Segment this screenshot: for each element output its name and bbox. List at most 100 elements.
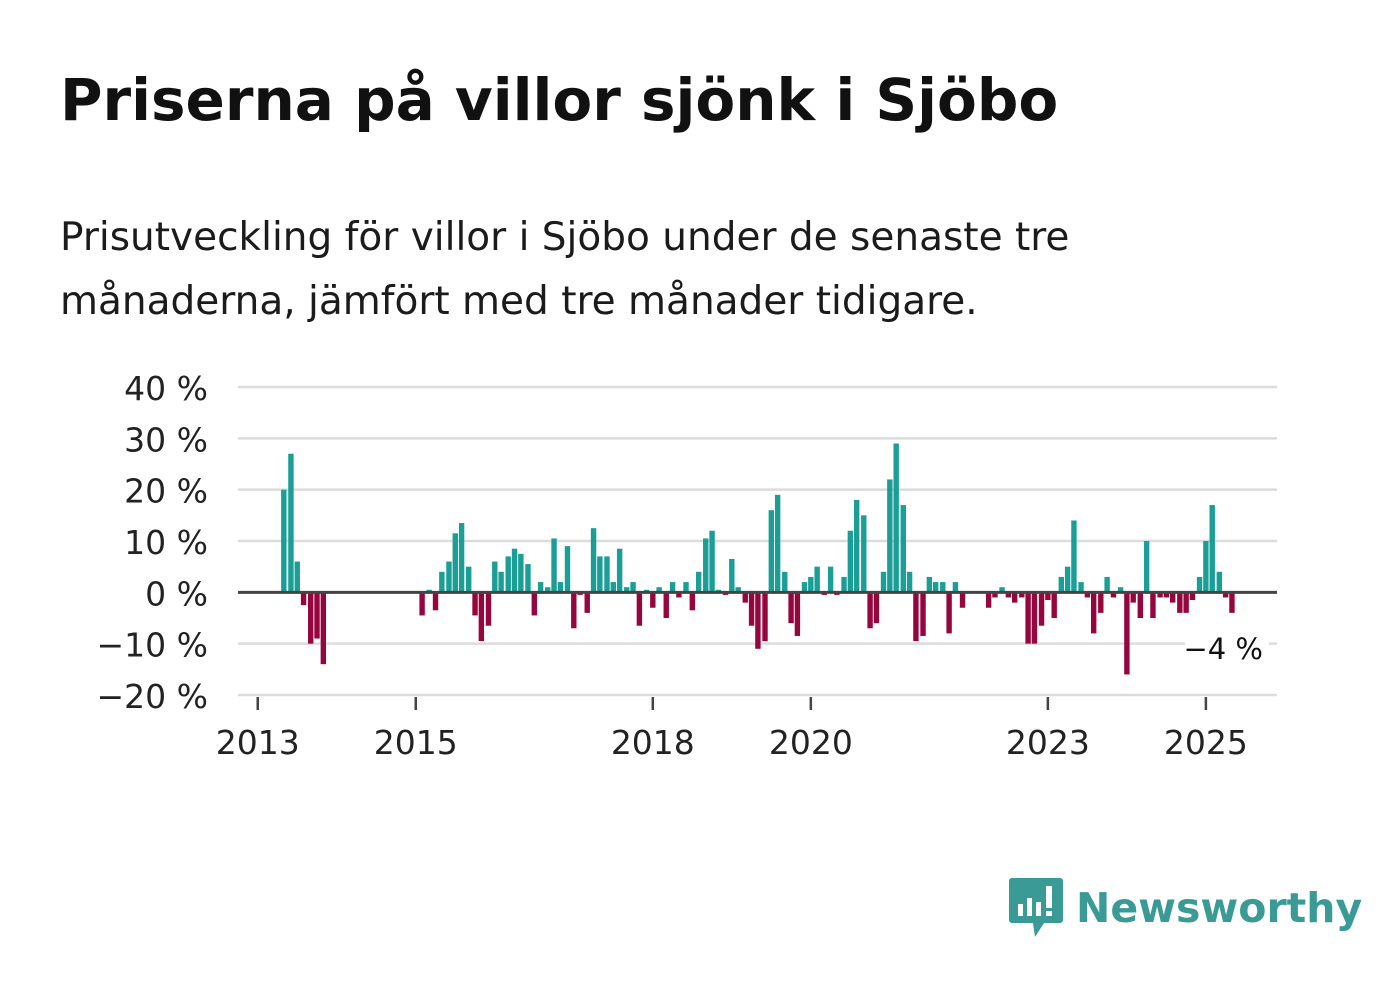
data-bar <box>959 592 966 608</box>
data-bar <box>656 587 662 593</box>
data-bar <box>689 592 696 611</box>
data-bar <box>847 530 854 593</box>
data-bar <box>478 592 485 642</box>
data-bar <box>1137 592 1144 618</box>
data-bar <box>288 453 294 593</box>
data-bar <box>867 592 873 629</box>
data-bar <box>1163 592 1170 598</box>
data-bar <box>900 505 906 593</box>
data-bar <box>946 592 952 634</box>
data-bar <box>794 592 801 636</box>
data-bar <box>703 538 709 593</box>
data-bar <box>827 566 834 593</box>
data-bar <box>597 556 603 593</box>
data-bar <box>1045 592 1051 601</box>
data-bar <box>624 587 630 593</box>
data-bar <box>782 571 788 593</box>
data-bar <box>314 592 320 639</box>
data-bar <box>518 553 524 593</box>
data-bar <box>920 592 926 636</box>
y-tick-label: 30 % <box>124 420 208 459</box>
data-bar <box>590 528 597 593</box>
data-bar <box>466 566 472 593</box>
data-bar <box>1084 592 1091 598</box>
data-bar <box>320 592 327 665</box>
data-bar <box>893 443 899 593</box>
data-bar <box>610 582 616 593</box>
data-bar <box>1203 541 1209 593</box>
data-bar <box>452 533 458 593</box>
data-bar <box>545 587 551 593</box>
data-bar <box>940 582 946 593</box>
x-tick-label: 2023 <box>1006 723 1090 762</box>
data-bar <box>525 564 531 593</box>
data-bar <box>1011 592 1018 603</box>
data-bar <box>281 489 287 593</box>
data-bar <box>1071 520 1077 593</box>
data-bar <box>774 494 781 593</box>
data-bar <box>650 592 656 608</box>
data-bar <box>1090 592 1097 634</box>
bar-chart-speech-bubble-icon <box>1009 878 1063 937</box>
data-bar <box>432 592 439 611</box>
data-bar <box>1110 592 1117 598</box>
data-bar <box>1078 582 1084 593</box>
data-bar <box>814 566 820 593</box>
data-bar <box>1104 576 1110 593</box>
data-bar <box>557 582 564 593</box>
data-bar <box>551 538 557 593</box>
data-bar <box>472 592 478 616</box>
last-value-label: −4 % <box>1183 632 1263 666</box>
data-bar <box>1130 592 1136 603</box>
data-bar <box>999 587 1005 593</box>
data-bar <box>307 592 314 644</box>
data-bar <box>768 510 775 593</box>
data-bar <box>485 592 492 626</box>
data-bar <box>735 587 741 593</box>
data-bar <box>446 561 452 593</box>
data-bar <box>1150 592 1156 618</box>
data-bar <box>748 592 755 626</box>
data-bar <box>841 576 847 593</box>
data-bar <box>1117 587 1124 593</box>
data-bar <box>564 546 571 593</box>
data-bar <box>1222 592 1229 598</box>
data-bar <box>1019 592 1025 598</box>
x-tick-label: 2015 <box>374 723 458 762</box>
data-bar <box>498 571 504 593</box>
data-bar <box>458 523 465 593</box>
data-bar <box>1038 592 1045 626</box>
data-bar <box>755 592 761 649</box>
data-bar <box>808 576 814 593</box>
data-bar <box>1098 592 1104 613</box>
data-bar <box>1189 592 1196 601</box>
data-bar <box>1177 592 1183 613</box>
data-bar <box>616 548 623 593</box>
newsworthy-logo[interactable]: Newsworthy <box>1008 876 1362 940</box>
data-bar <box>1031 592 1038 644</box>
data-bar <box>1229 592 1235 613</box>
data-bar <box>1209 505 1215 593</box>
x-tick-label: 2020 <box>769 723 853 762</box>
x-tick-label: 2018 <box>611 723 695 762</box>
data-bar <box>1183 592 1189 613</box>
data-bar <box>1025 592 1031 644</box>
data-bar <box>853 499 860 593</box>
x-tick-label: 2025 <box>1164 723 1248 762</box>
data-bar <box>1064 566 1071 593</box>
data-bar <box>861 515 867 593</box>
data-bar <box>1051 592 1057 618</box>
data-bar <box>683 582 689 593</box>
data-bar <box>294 561 300 593</box>
y-tick-label: −10 % <box>97 626 209 665</box>
data-bar <box>1196 576 1203 593</box>
data-bar <box>709 530 715 593</box>
data-bar <box>880 571 887 593</box>
data-bar <box>663 592 669 618</box>
data-bar <box>439 571 445 593</box>
brand-name: Newsworthy <box>1076 884 1363 932</box>
data-bar <box>742 592 748 603</box>
data-bar <box>932 582 939 593</box>
data-bar <box>1216 571 1223 593</box>
y-tick-label: −20 % <box>97 677 209 716</box>
